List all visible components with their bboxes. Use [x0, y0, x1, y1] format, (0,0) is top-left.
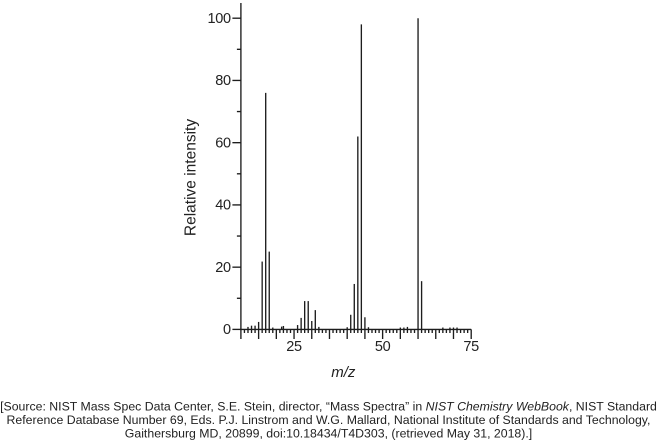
svg-text:20: 20 — [215, 260, 231, 276]
svg-text:0: 0 — [223, 322, 231, 338]
svg-text:60: 60 — [215, 135, 231, 151]
svg-text:Gaithersburg MD, 20899, doi:10: Gaithersburg MD, 20899, doi:10.18434/T4D… — [125, 426, 532, 440]
svg-text:100: 100 — [208, 11, 232, 27]
svg-text:80: 80 — [215, 73, 231, 89]
svg-text:75: 75 — [463, 339, 479, 355]
svg-text:Reference Database Number 69,: Reference Database Number 69, Eds. P.J. … — [7, 413, 651, 427]
svg-text:25: 25 — [286, 339, 302, 355]
svg-text:40: 40 — [215, 198, 231, 214]
svg-text:Relative intensity: Relative intensity — [182, 119, 199, 236]
svg-text:50: 50 — [375, 339, 391, 355]
svg-text:m/z: m/z — [331, 364, 356, 381]
svg-text:[Source: NIST Mass Spec Data C: [Source: NIST Mass Spec Data Center, S.E… — [0, 399, 657, 413]
